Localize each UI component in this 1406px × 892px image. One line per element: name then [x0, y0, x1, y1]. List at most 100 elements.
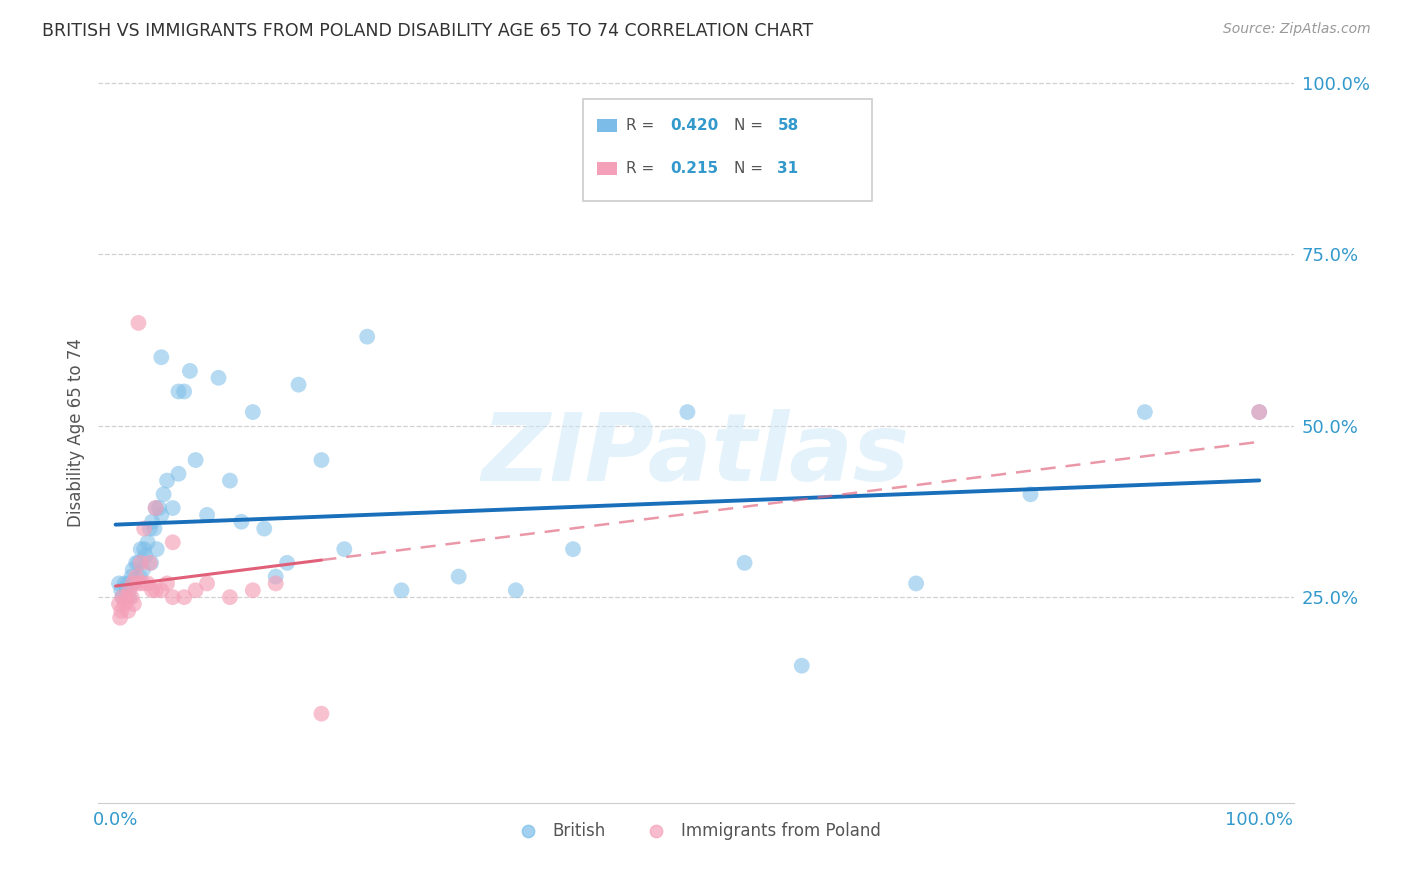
Point [242, 405, 264, 419]
Text: 58: 58 [778, 118, 799, 133]
Point [311, 453, 333, 467]
Text: BRITISH VS IMMIGRANTS FROM POLAND DISABILITY AGE 65 TO 74 CORRELATION CHART: BRITISH VS IMMIGRANTS FROM POLAND DISABI… [42, 22, 813, 40]
Point [117, 604, 139, 618]
Point [111, 590, 134, 604]
Point [391, 583, 413, 598]
Point [139, 522, 162, 536]
Point [134, 549, 156, 563]
Point [1249, 405, 1271, 419]
Point [139, 556, 162, 570]
Point [150, 350, 173, 364]
Point [184, 453, 207, 467]
Point [129, 542, 152, 557]
Text: R =: R = [626, 161, 659, 176]
Text: ZIPatlas: ZIPatlas [482, 409, 910, 500]
Point [132, 576, 155, 591]
Point [122, 597, 145, 611]
Point [129, 556, 152, 570]
Point [179, 364, 201, 378]
Point [1133, 405, 1156, 419]
Point [790, 658, 813, 673]
Point [264, 576, 287, 591]
Point [167, 384, 190, 399]
Point [127, 556, 149, 570]
Point [122, 576, 145, 591]
Point [127, 316, 149, 330]
Point [136, 576, 159, 591]
Point [562, 542, 585, 557]
Point [162, 535, 184, 549]
Text: 31: 31 [778, 161, 799, 176]
Point [125, 569, 148, 583]
Point [156, 474, 179, 488]
Text: 0.420: 0.420 [671, 118, 718, 133]
Point [145, 542, 167, 557]
Legend: British, Immigrants from Poland: British, Immigrants from Poland [505, 815, 887, 847]
Point [108, 611, 131, 625]
Point [111, 590, 134, 604]
Point [1019, 487, 1042, 501]
Point [121, 576, 143, 591]
Point [152, 487, 174, 501]
Point [195, 508, 218, 522]
Text: N =: N = [734, 161, 768, 176]
Point [121, 590, 143, 604]
Point [167, 467, 190, 481]
Point [195, 576, 218, 591]
Point [108, 597, 131, 611]
Point [173, 590, 195, 604]
Point [125, 556, 148, 570]
Point [145, 501, 167, 516]
Text: N =: N = [734, 118, 768, 133]
Point [150, 508, 173, 522]
Point [136, 535, 159, 549]
Point [121, 569, 143, 583]
Point [118, 590, 141, 604]
Point [276, 556, 298, 570]
Point [676, 405, 699, 419]
Y-axis label: Disability Age 65 to 74: Disability Age 65 to 74 [66, 338, 84, 527]
Point [134, 542, 156, 557]
Point [184, 583, 207, 598]
Point [128, 569, 150, 583]
Point [1249, 405, 1271, 419]
Point [207, 371, 229, 385]
Point [148, 501, 170, 516]
Point [114, 597, 136, 611]
Text: 0.215: 0.215 [671, 161, 718, 176]
Point [447, 569, 470, 583]
Point [162, 501, 184, 516]
Point [139, 556, 162, 570]
Point [219, 474, 242, 488]
Point [115, 590, 138, 604]
Point [132, 563, 155, 577]
Point [905, 576, 928, 591]
Point [311, 706, 333, 721]
Point [141, 583, 163, 598]
Point [333, 542, 356, 557]
Point [173, 384, 195, 399]
Point [505, 583, 527, 598]
Point [734, 556, 756, 570]
Point [156, 576, 179, 591]
Point [115, 583, 138, 598]
Point [231, 515, 253, 529]
Point [219, 590, 242, 604]
Point [127, 576, 149, 591]
Point [253, 522, 276, 536]
Point [110, 583, 132, 598]
Point [121, 563, 143, 577]
Point [143, 522, 166, 536]
Point [118, 583, 141, 598]
Point [117, 576, 139, 591]
Point [145, 501, 167, 516]
Point [150, 583, 173, 598]
Text: R =: R = [626, 118, 659, 133]
Point [134, 522, 156, 536]
Point [108, 576, 131, 591]
Point [242, 583, 264, 598]
Point [287, 377, 309, 392]
Point [114, 576, 136, 591]
Point [145, 583, 167, 598]
Point [162, 590, 184, 604]
